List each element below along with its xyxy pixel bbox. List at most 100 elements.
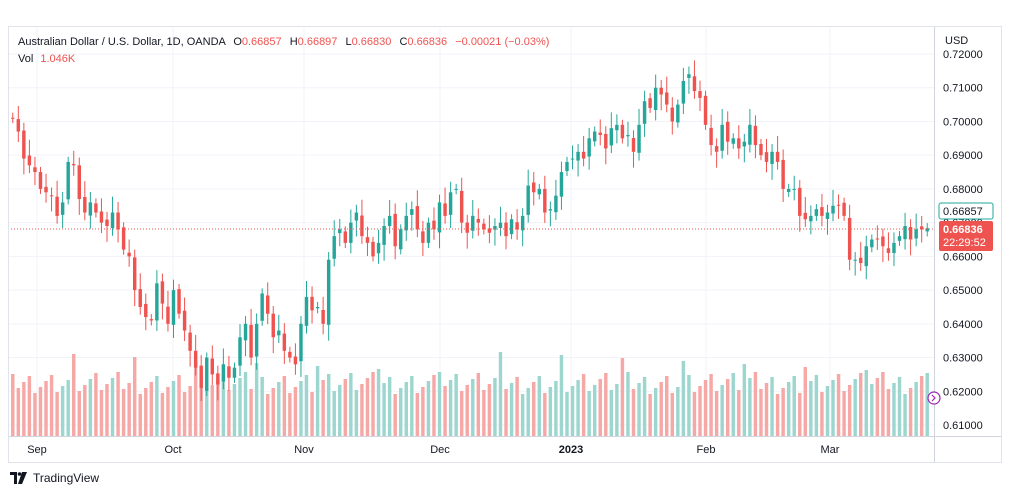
candle-body	[842, 202, 846, 216]
candle-body	[609, 128, 614, 146]
candle-body	[343, 231, 348, 243]
volume-bar	[498, 352, 503, 436]
volume-bar	[670, 393, 675, 436]
tradingview-brand[interactable]: TradingView	[10, 471, 99, 485]
volume-bar	[127, 383, 131, 436]
candle-body	[304, 296, 309, 326]
volume-bar	[60, 386, 65, 436]
volume-bar	[293, 387, 298, 436]
candle-body	[532, 182, 536, 193]
candle-body	[260, 293, 264, 321]
open-price-tag	[938, 202, 994, 220]
volume-bar	[615, 384, 619, 436]
candle-body	[748, 124, 752, 145]
volume-bar	[648, 394, 652, 436]
volume-bar	[698, 386, 702, 436]
candle-body	[288, 351, 292, 358]
open-price-tag-text: 0.66857	[943, 206, 983, 218]
candle-body	[94, 203, 98, 213]
volume-bar	[692, 392, 697, 436]
volume-bar	[371, 372, 375, 436]
candle-body	[27, 155, 32, 166]
volume-bar	[343, 379, 348, 436]
volume-bar	[892, 383, 896, 436]
volume-bar	[725, 379, 730, 436]
candle-body	[454, 188, 458, 190]
candle-body	[809, 215, 813, 222]
candle-body	[332, 236, 336, 259]
candle-body	[277, 330, 281, 336]
volume-bar	[814, 375, 819, 436]
candle-body	[55, 196, 59, 216]
last-price-tag	[939, 221, 993, 251]
candle-body	[897, 236, 902, 241]
candle-body	[227, 366, 231, 378]
open-value: 0.66857	[241, 36, 282, 48]
volume-bar	[421, 387, 425, 436]
volume-bar	[11, 374, 15, 436]
volume-bar	[831, 380, 835, 436]
volume-bar	[454, 374, 458, 436]
volume-bar	[160, 393, 165, 436]
price-tick-label: 0.61000	[943, 420, 983, 432]
volume-bar	[565, 392, 569, 436]
candle-body	[814, 209, 819, 216]
volume-bar	[842, 391, 846, 436]
volume-bar	[559, 355, 564, 436]
volume-bar	[282, 376, 287, 436]
price-tick-label: 0.63000	[943, 353, 983, 365]
candle-body	[432, 220, 436, 230]
candle-body	[642, 101, 647, 124]
candle-body	[764, 152, 769, 162]
candle-body	[72, 163, 76, 166]
candle-body	[349, 222, 353, 243]
volume-bar	[326, 374, 331, 436]
volume-bar	[116, 372, 120, 436]
volume-bar	[360, 384, 364, 436]
candle-body	[798, 187, 802, 216]
candle-body	[581, 151, 586, 159]
candle-body	[171, 290, 176, 325]
alert-circle-icon[interactable]	[927, 391, 941, 405]
volume-bar	[659, 382, 663, 436]
volume-bar	[919, 376, 924, 436]
candle-body	[11, 117, 15, 119]
volume-bar	[55, 392, 59, 436]
candle-body	[864, 246, 868, 267]
volume-bar	[587, 391, 591, 436]
volume-bar	[581, 374, 586, 436]
candle-body	[692, 76, 697, 92]
candle-body	[60, 202, 65, 215]
candle-body	[310, 296, 314, 311]
change-value: −0.00021 (−0.03%)	[455, 36, 550, 48]
chart-border	[8, 26, 1002, 463]
volume-bar	[798, 393, 802, 436]
volume-bar	[88, 379, 93, 436]
candle-body	[659, 87, 663, 95]
candle-body	[565, 161, 569, 172]
volume-bar	[809, 381, 813, 436]
candle-body	[254, 323, 259, 357]
candle-body	[703, 95, 708, 125]
volume-bar	[859, 373, 863, 436]
candle-body	[144, 303, 148, 318]
volume-bar	[66, 380, 70, 436]
volume-bar	[520, 394, 525, 436]
volume-bar	[210, 385, 215, 436]
volume-bar	[349, 373, 353, 436]
candle-body	[243, 323, 248, 341]
candle-body	[825, 212, 830, 219]
volume-bar	[249, 389, 253, 436]
volume-bar	[820, 392, 824, 436]
volume-bar	[482, 390, 486, 436]
volume-bar	[72, 354, 76, 436]
candle-body	[393, 213, 397, 247]
candle-body	[205, 357, 209, 391]
price-tick-label: 0.62000	[943, 386, 983, 398]
candle-body	[110, 212, 115, 229]
volume-bar	[881, 372, 885, 436]
candle-body	[177, 289, 181, 314]
volume-bar	[609, 390, 614, 436]
